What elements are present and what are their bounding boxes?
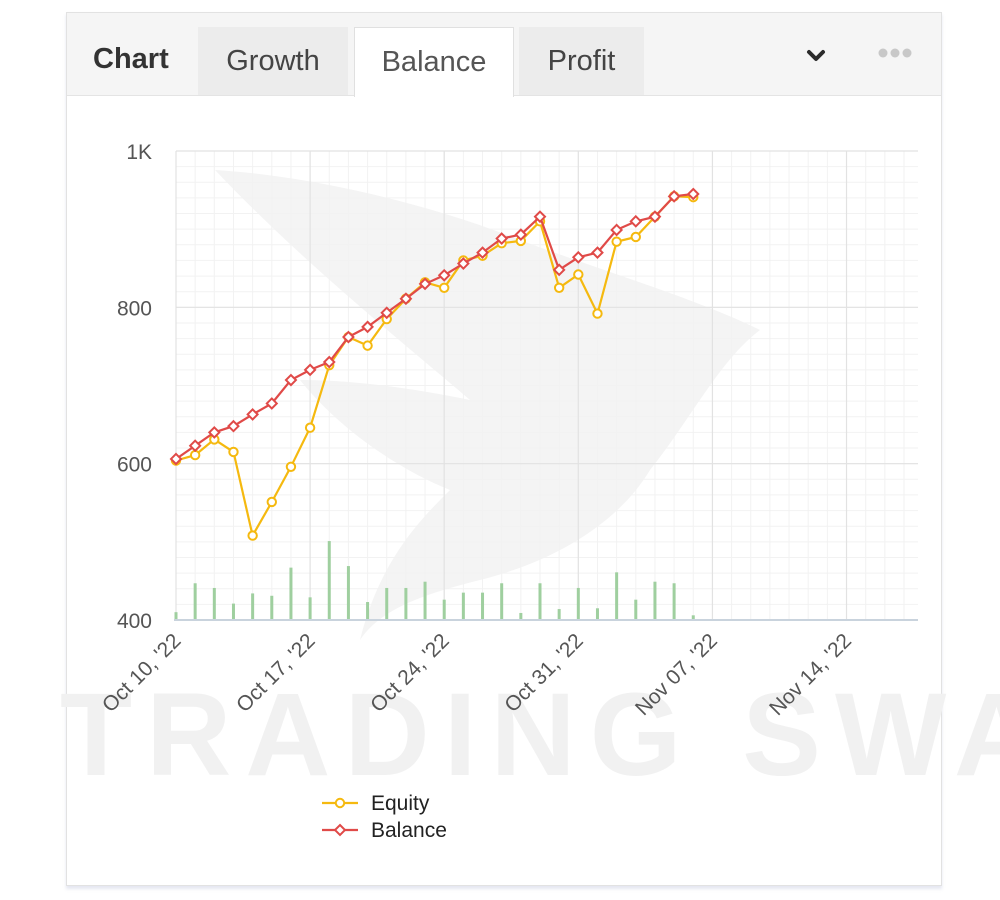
chart-title-tab: Chart [93, 43, 169, 75]
volume-bar [519, 612, 523, 620]
balance-point[interactable] [284, 373, 298, 387]
volume-bar [576, 587, 580, 620]
balance-point[interactable] [418, 277, 432, 291]
equity-point[interactable] [592, 308, 603, 319]
equity-point[interactable] [189, 449, 201, 461]
legend-marker [334, 797, 346, 809]
balance-point[interactable] [342, 330, 355, 344]
volume-bar [557, 609, 561, 620]
series-lines [169, 187, 700, 541]
tab-profit[interactable]: Profit [519, 27, 644, 95]
watermark-text: TRADING SWAP [60, 669, 1000, 801]
balance-point[interactable] [303, 363, 317, 377]
balance-point[interactable] [476, 246, 489, 260]
volume-bar [270, 595, 274, 620]
volume-bar [672, 583, 676, 620]
balance-point[interactable] [437, 268, 451, 282]
volume-bar [346, 566, 350, 620]
volume-bar [212, 587, 216, 620]
volume-bar [615, 572, 619, 620]
legend-label: Equity [371, 792, 430, 815]
volume-bar [251, 593, 255, 620]
volume-bar [595, 608, 599, 620]
volume-bar [385, 587, 389, 620]
balance-point[interactable] [399, 292, 413, 306]
equity-point[interactable] [630, 231, 641, 243]
legend-marker [333, 823, 347, 837]
watermark-logo [215, 170, 760, 640]
chart-panel: Chart Growth Balance Profit [66, 12, 942, 886]
volume-bar [423, 581, 427, 620]
legend-item-balance[interactable]: Balance [322, 819, 447, 842]
equity-point[interactable] [228, 446, 239, 458]
volume-bar [308, 597, 312, 620]
balance-point[interactable] [456, 257, 470, 270]
balance-point[interactable] [265, 397, 279, 410]
watermark: TRADING SWAP [60, 170, 1000, 801]
balance-point[interactable] [495, 232, 509, 245]
volume-bar [442, 599, 446, 620]
volume-bar [366, 602, 370, 620]
equity-point[interactable] [285, 461, 297, 472]
chart-legend: Equity Balance [322, 792, 447, 842]
legend-label: Balance [371, 819, 447, 842]
balance-point[interactable] [169, 452, 183, 466]
volume-bar [634, 599, 638, 620]
y-tick-label: 400 [117, 610, 152, 633]
balance-point[interactable] [552, 263, 566, 277]
legend-item-equity[interactable]: Equity [322, 792, 430, 815]
series-line-equity [175, 195, 694, 539]
balance-point[interactable] [514, 228, 528, 242]
tab-bar: Chart Growth Balance Profit [67, 13, 941, 97]
volume-bar [481, 592, 485, 620]
equity-point[interactable] [611, 236, 622, 247]
balance-point[interactable] [227, 419, 240, 433]
equity-point[interactable] [553, 282, 565, 293]
balance-point[interactable] [207, 425, 221, 439]
equity-point[interactable] [573, 269, 584, 280]
volume-bar [174, 612, 178, 620]
y-tick-label: 1K [126, 141, 152, 164]
balance-point[interactable] [188, 439, 202, 453]
balance-point[interactable] [648, 210, 662, 224]
volume-bar [500, 583, 504, 620]
volume-bar [538, 583, 542, 620]
balance-point[interactable] [686, 187, 700, 201]
balance-point[interactable] [667, 189, 681, 203]
tab-balance[interactable]: Balance [354, 27, 514, 97]
volume-bars [174, 541, 695, 620]
balance-point[interactable] [571, 250, 585, 264]
balance-point[interactable] [533, 210, 547, 224]
chevron-down-icon[interactable] [803, 47, 829, 67]
equity-point[interactable] [247, 530, 258, 541]
balance-point[interactable] [361, 320, 374, 334]
series-balance [169, 187, 700, 466]
tab-growth[interactable]: Growth [198, 27, 348, 95]
volume-bar [193, 583, 197, 620]
more-dots-icon[interactable] [875, 43, 915, 63]
balance-point[interactable] [629, 214, 643, 228]
equity-point[interactable] [266, 496, 277, 508]
equity-point[interactable] [362, 340, 373, 351]
volume-bar [404, 587, 408, 620]
volume-bar [653, 581, 657, 620]
y-tick-label: 600 [117, 454, 152, 477]
series-line-balance [175, 192, 694, 460]
balance-point[interactable] [591, 246, 604, 260]
balance-point[interactable] [322, 355, 336, 369]
balance-point[interactable] [380, 306, 394, 320]
equity-point[interactable] [439, 282, 450, 293]
volume-bar [231, 603, 235, 620]
balance-point[interactable] [610, 223, 624, 237]
equity-point[interactable] [304, 422, 316, 433]
volume-bar [461, 592, 465, 620]
volume-bar [691, 615, 695, 620]
volume-bar [289, 567, 293, 620]
y-tick-label: 800 [117, 297, 152, 320]
balance-point[interactable] [246, 408, 260, 421]
volume-bar [327, 541, 331, 620]
